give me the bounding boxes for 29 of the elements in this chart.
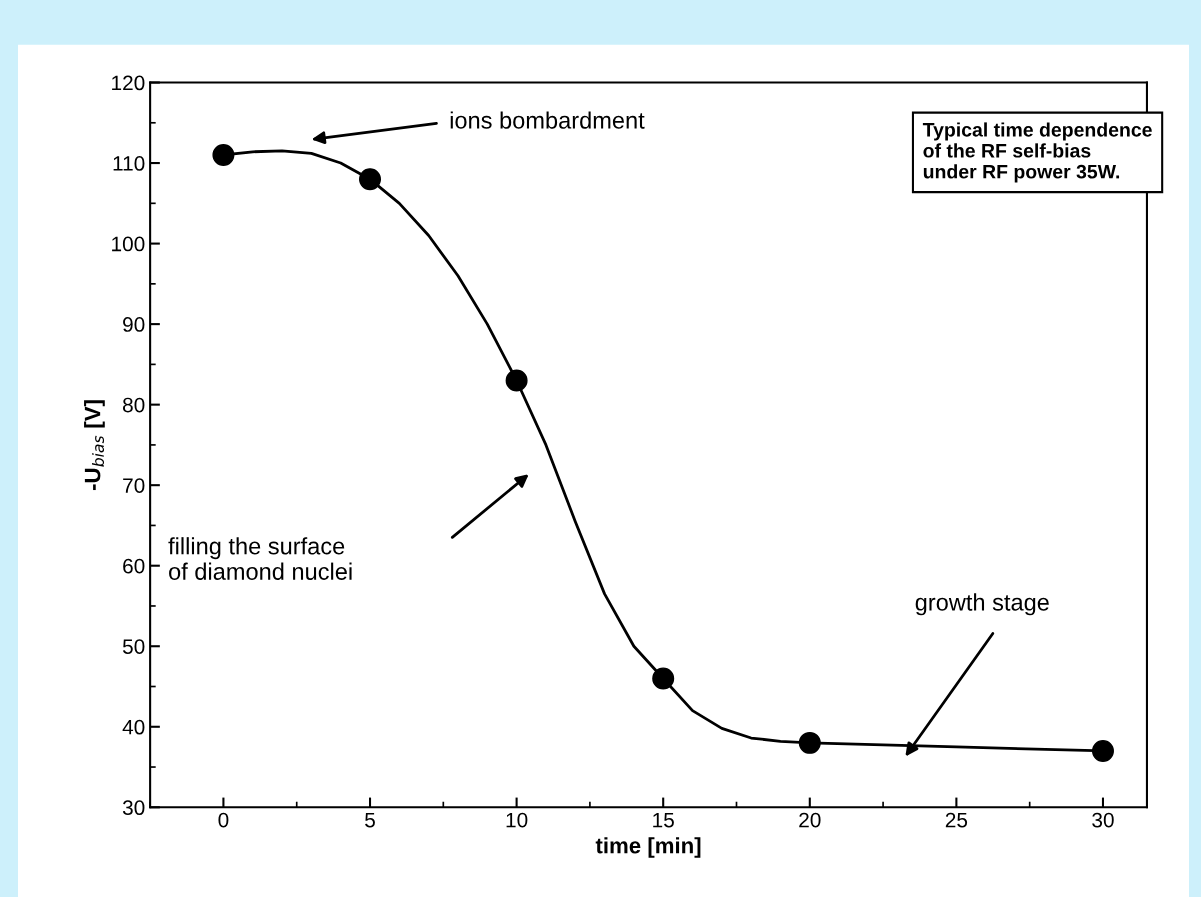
point <box>798 731 821 754</box>
y-tick-label: 40 <box>122 719 145 735</box>
x-tick-label: 25 <box>945 812 968 828</box>
y-tick-label: 70 <box>123 478 145 493</box>
y-tick-label: 50 <box>122 639 145 654</box>
x-tick-label: 20 <box>799 812 821 828</box>
x-axis-title: time [min] <box>595 837 701 858</box>
point <box>652 667 675 690</box>
x-tick-label: 10 <box>506 812 528 828</box>
y-tick-label: 90 <box>123 317 145 332</box>
annotation: growth stage <box>915 593 1049 616</box>
annotation: ions bombardment <box>450 111 645 129</box>
annotation: filling the surface of diamond nuclei <box>168 537 352 580</box>
y-tick-label: 100 <box>112 236 145 252</box>
y-tick-label: 80 <box>123 397 145 413</box>
x-tick-label: 15 <box>653 812 674 828</box>
y-tick-label: 110 <box>113 156 145 171</box>
x-tick-label: 0 <box>218 812 229 828</box>
point <box>359 168 382 191</box>
point <box>212 144 235 166</box>
y-tick-label: 60 <box>123 558 145 574</box>
y-tick-label: 120 <box>112 75 145 91</box>
annotation: Typical time dependence of the RF self-bias under RF power 35W. <box>922 122 1152 183</box>
y-axis-title: -U$_{bias}$ [V] <box>84 400 105 491</box>
x-tick-label: 30 <box>1092 812 1114 828</box>
point <box>505 369 528 392</box>
x-tick-label: 5 <box>365 812 375 828</box>
y-tick-label: 30 <box>122 800 145 816</box>
point <box>1091 739 1114 762</box>
